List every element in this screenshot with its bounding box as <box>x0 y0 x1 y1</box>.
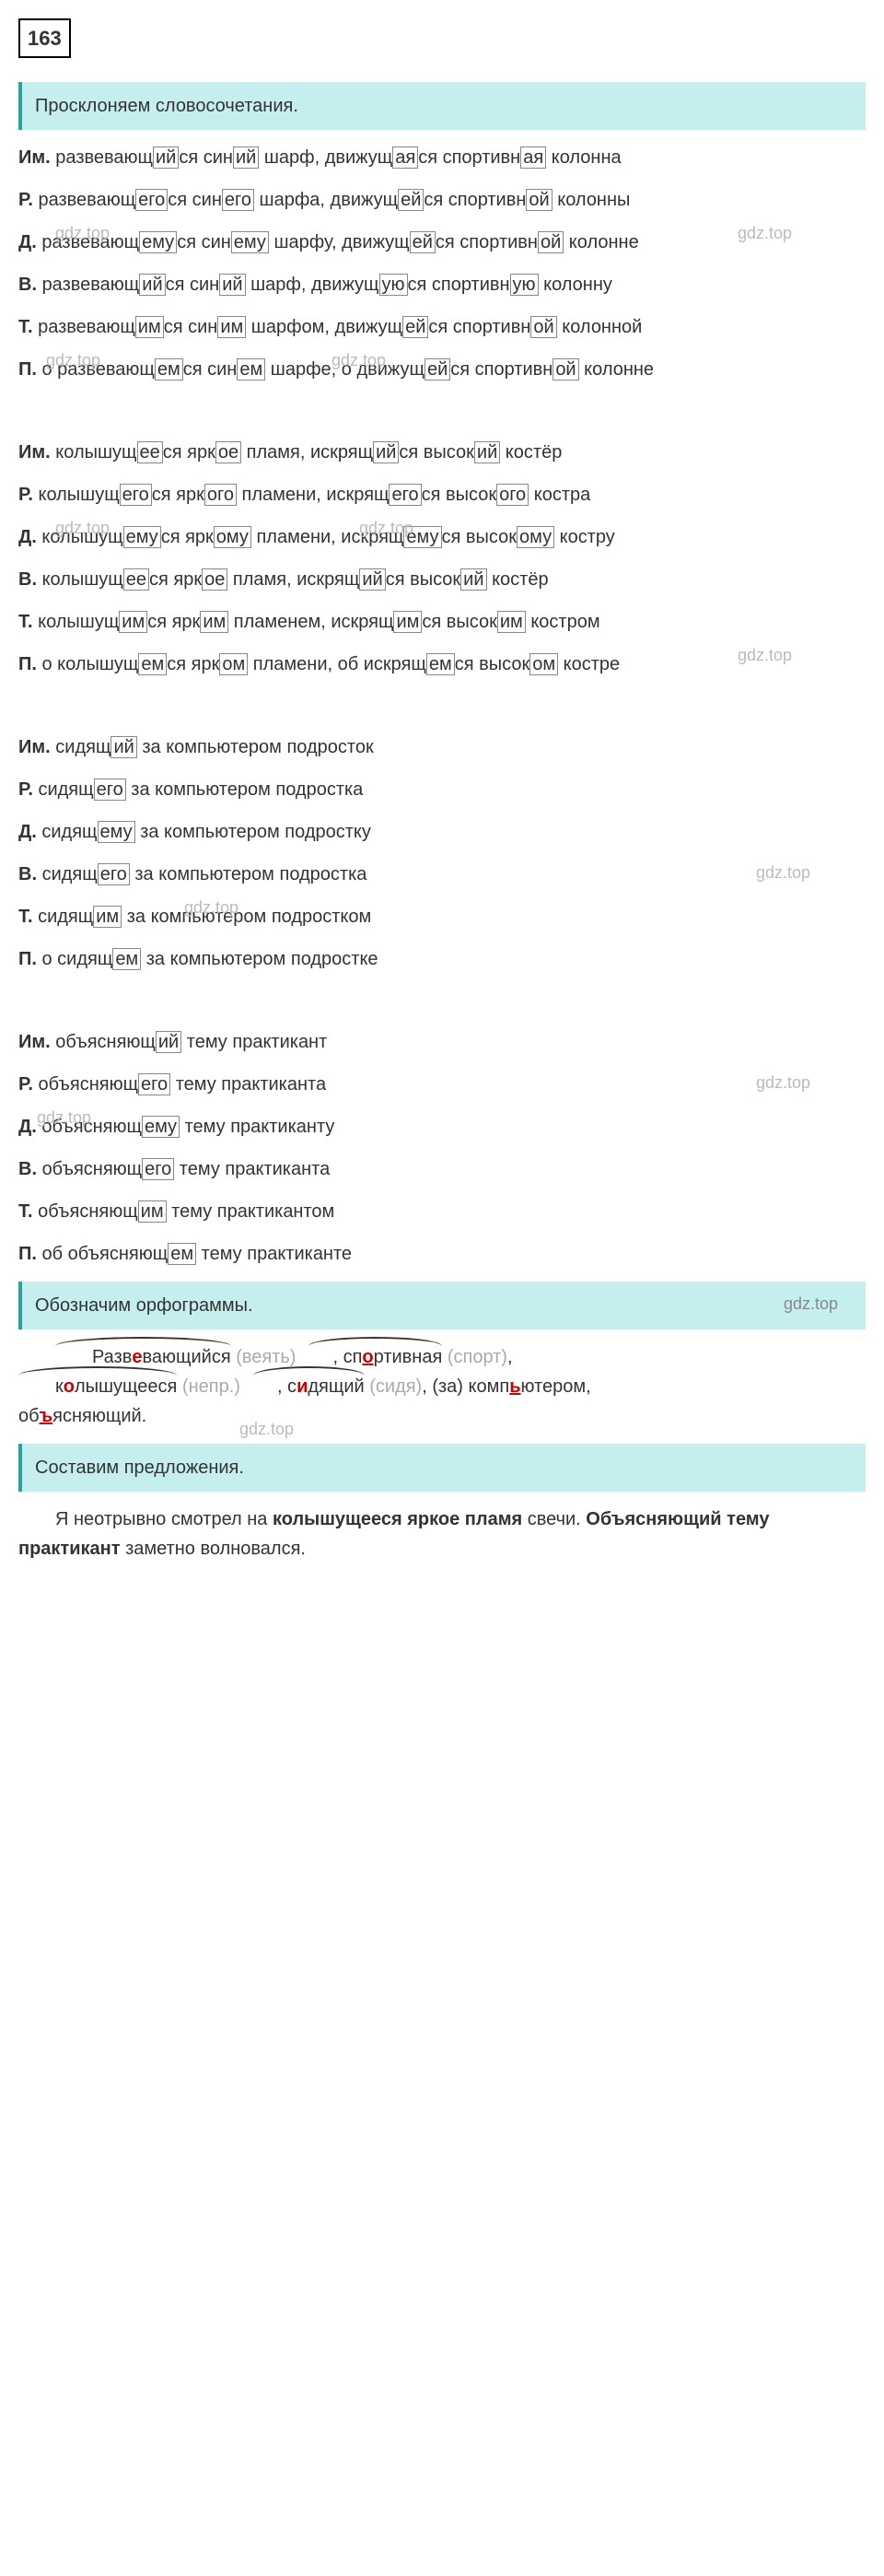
declension-line: В. колышущееся яркое пламя, искрящийся в… <box>18 565 866 594</box>
watermark: gdz.top <box>184 895 238 921</box>
declension-line: Т. колышущимся ярким пламенем, искрящимс… <box>18 607 866 637</box>
watermark: gdz.top <box>46 347 100 374</box>
declension-line: Р. колышущегося яркого пламени, искрящег… <box>18 480 866 509</box>
declension-line: Им. колышущееся яркое пламя, искрящийся … <box>18 438 866 467</box>
watermark: gdz.top <box>738 642 792 669</box>
declension-line: Д. объясняющему тему практиканту <box>18 1112 866 1142</box>
sentence-line: Я неотрывно смотрел на колышущееся яркое… <box>18 1505 866 1563</box>
declension-line: Им. развевающийся синий шарф, движущаяся… <box>18 143 866 172</box>
exercise-number: 163 <box>18 18 71 58</box>
declension-line: Р. объясняющего тему практиканта gdz.top <box>18 1070 866 1099</box>
declension-line: П. о развевающемся синем шарфе, о движущ… <box>18 355 866 384</box>
declension-line: В. объясняющего тему практиканта <box>18 1154 866 1184</box>
watermark: gdz.top <box>55 515 110 542</box>
declension-line: П. о сидящем за компьютером подростке <box>18 944 866 974</box>
declension-line: Им. сидящий за компьютером подросток <box>18 732 866 762</box>
watermark: gdz.top <box>756 1070 810 1096</box>
declension-line: Р. развевающегося синего шарфа, движущей… <box>18 185 866 215</box>
declension-line: В. сидящего за компьютером подростка gdz… <box>18 860 866 889</box>
declension-line: Т. объясняющим тему практикантом <box>18 1197 866 1226</box>
watermark: gdz.top <box>784 1291 838 1317</box>
watermark: gdz.top <box>359 515 413 542</box>
task-heading-3: Составим предложения. <box>18 1444 866 1492</box>
declension-line: Д. сидящему за компьютером подростку <box>18 817 866 847</box>
task-heading-1: Просклоняем словосочетания. <box>18 82 866 130</box>
document-content: 163 Просклоняем словосочетания. Им. разв… <box>18 18 866 1563</box>
watermark: gdz.top <box>55 220 110 247</box>
declension-line: П. об объясняющем тему практиканте <box>18 1239 866 1269</box>
watermark: gdz.top <box>756 860 810 886</box>
orfogram-line: Развевающийся (веять), спортивная (спорт… <box>18 1342 866 1431</box>
watermark: gdz.top <box>332 347 386 374</box>
declension-line: Т. сидящим за компьютером подростком <box>18 902 866 931</box>
declension-line: В. развевающийся синий шарф, движущуюся … <box>18 270 866 299</box>
declension-line: Д. колышущемуся яркому пламени, искрящем… <box>18 522 866 552</box>
declension-line: Им. объясняющий тему практикант <box>18 1027 866 1057</box>
watermark: gdz.top <box>738 220 792 247</box>
task-heading-2: Обозначим орфограммы. gdz.top <box>18 1282 866 1329</box>
watermark: gdz.top <box>37 1105 91 1131</box>
declension-line: Р. сидящего за компьютером подростка <box>18 775 866 804</box>
declension-line: Т. развевающимся синим шарфом, движущейс… <box>18 312 866 342</box>
watermark: gdz.top <box>239 1416 294 1443</box>
